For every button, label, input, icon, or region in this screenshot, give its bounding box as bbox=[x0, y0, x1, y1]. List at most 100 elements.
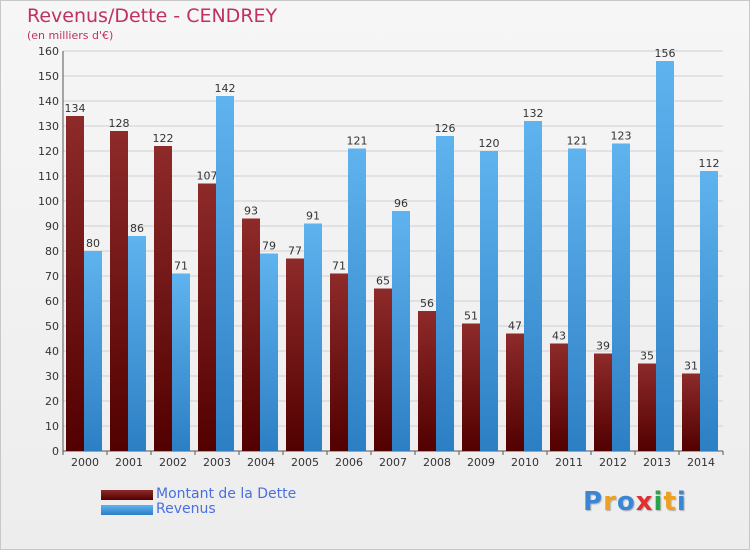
bar-dette-2008 bbox=[418, 311, 436, 451]
bar-revenus-2007 bbox=[392, 211, 410, 451]
bar-dette-2006 bbox=[330, 273, 348, 451]
bar-revenus-2012 bbox=[612, 143, 630, 451]
y-tick-label-20: 20 bbox=[45, 395, 59, 408]
chart-title: Revenus/Dette - CENDREY bbox=[27, 5, 278, 27]
x-tick-label-2004: 2004 bbox=[247, 456, 275, 469]
bar-revenus-2014 bbox=[700, 171, 718, 451]
bar-dette-2014 bbox=[682, 373, 700, 451]
legend-item-dette: Montant de la Dette bbox=[101, 487, 296, 502]
x-tick-label-2007: 2007 bbox=[379, 456, 407, 469]
data-label-dette-2007: 65 bbox=[376, 275, 390, 288]
y-tick-label-0: 0 bbox=[52, 445, 59, 458]
logo-letter: t bbox=[663, 487, 677, 517]
data-label-dette-2012: 39 bbox=[596, 340, 610, 353]
bar-dette-2003 bbox=[198, 183, 216, 451]
data-label-revenus-2009: 120 bbox=[479, 137, 500, 150]
logo-letter: i bbox=[653, 487, 664, 517]
data-label-revenus-2003: 142 bbox=[215, 82, 236, 95]
legend-swatch-dette bbox=[101, 489, 153, 500]
x-tick-label-2010: 2010 bbox=[511, 456, 539, 469]
data-label-revenus-2004: 79 bbox=[262, 240, 276, 253]
y-tick-label-120: 120 bbox=[38, 145, 59, 158]
data-label-revenus-2000: 80 bbox=[86, 237, 100, 250]
bar-dette-2005 bbox=[286, 258, 304, 451]
data-label-dette-2005: 77 bbox=[288, 245, 302, 258]
y-tick-label-110: 110 bbox=[38, 170, 59, 183]
x-tick-label-2003: 2003 bbox=[203, 456, 231, 469]
bar-revenus-2013 bbox=[656, 61, 674, 451]
data-label-revenus-2002: 71 bbox=[174, 260, 188, 273]
legend-swatch-revenus bbox=[101, 504, 153, 515]
y-tick-label-30: 30 bbox=[45, 370, 59, 383]
y-tick-label-40: 40 bbox=[45, 345, 59, 358]
y-tick-label-80: 80 bbox=[45, 245, 59, 258]
data-label-dette-2009: 51 bbox=[464, 310, 478, 323]
legend-label-dette: Montant de la Dette bbox=[156, 486, 297, 502]
data-label-revenus-2012: 123 bbox=[611, 130, 632, 143]
data-label-dette-2000: 134 bbox=[65, 102, 86, 115]
bar-revenus-2004 bbox=[260, 253, 278, 451]
data-label-revenus-2006: 121 bbox=[347, 135, 368, 148]
bar-dette-2011 bbox=[550, 343, 568, 451]
x-tick-label-2009: 2009 bbox=[467, 456, 495, 469]
y-tick-label-160: 160 bbox=[38, 45, 59, 58]
x-tick-label-2001: 2001 bbox=[115, 456, 143, 469]
y-tick-label-130: 130 bbox=[38, 120, 59, 133]
legend-label-revenus: Revenus bbox=[156, 501, 216, 517]
y-tick-label-10: 10 bbox=[45, 420, 59, 433]
logo-letter: o bbox=[616, 487, 636, 517]
bar-revenus-2006 bbox=[348, 148, 366, 451]
data-label-dette-2002: 122 bbox=[153, 132, 174, 145]
data-label-revenus-2014: 112 bbox=[699, 157, 720, 170]
data-label-revenus-2011: 121 bbox=[567, 135, 588, 148]
bar-revenus-2008 bbox=[436, 136, 454, 451]
data-label-dette-2011: 43 bbox=[552, 330, 566, 343]
bar-dette-2004 bbox=[242, 218, 260, 451]
legend-item-revenus: Revenus bbox=[101, 502, 296, 517]
bar-dette-2010 bbox=[506, 333, 524, 451]
x-tick-label-2006: 2006 bbox=[335, 456, 363, 469]
bar-dette-2013 bbox=[638, 363, 656, 451]
bar-revenus-2005 bbox=[304, 223, 322, 451]
data-label-dette-2014: 31 bbox=[684, 360, 698, 373]
bar-dette-2000 bbox=[66, 116, 84, 451]
legend: Montant de la Dette Revenus bbox=[101, 487, 296, 517]
x-tick-label-2002: 2002 bbox=[159, 456, 187, 469]
bar-revenus-2001 bbox=[128, 236, 146, 451]
y-tick-label-100: 100 bbox=[38, 195, 59, 208]
bar-dette-2009 bbox=[462, 323, 480, 451]
chart-subtitle: (en milliers d'€) bbox=[27, 29, 114, 42]
data-label-revenus-2001: 86 bbox=[130, 222, 144, 235]
bar-dette-2002 bbox=[154, 146, 172, 451]
y-tick-label-50: 50 bbox=[45, 320, 59, 333]
x-tick-label-2014: 2014 bbox=[687, 456, 715, 469]
logo-letter: P bbox=[583, 487, 604, 517]
data-label-dette-2013: 35 bbox=[640, 350, 654, 363]
data-label-dette-2008: 56 bbox=[420, 297, 434, 310]
data-label-revenus-2007: 96 bbox=[394, 197, 408, 210]
x-tick-label-2008: 2008 bbox=[423, 456, 451, 469]
bar-revenus-2011 bbox=[568, 148, 586, 451]
y-tick-label-140: 140 bbox=[38, 95, 59, 108]
y-tick-label-70: 70 bbox=[45, 270, 59, 283]
logo-letter: r bbox=[603, 487, 617, 517]
bar-dette-2012 bbox=[594, 353, 612, 451]
x-tick-label-2013: 2013 bbox=[643, 456, 671, 469]
data-label-dette-2010: 47 bbox=[508, 320, 522, 333]
x-tick-label-2011: 2011 bbox=[555, 456, 583, 469]
data-label-dette-2003: 107 bbox=[197, 170, 218, 183]
data-label-revenus-2008: 126 bbox=[435, 122, 456, 135]
x-tick-label-2012: 2012 bbox=[599, 456, 627, 469]
bar-dette-2007 bbox=[374, 288, 392, 451]
data-label-dette-2004: 93 bbox=[244, 205, 258, 218]
logo-letter: x bbox=[635, 487, 654, 517]
x-tick-label-2005: 2005 bbox=[291, 456, 319, 469]
bar-dette-2001 bbox=[110, 131, 128, 451]
data-label-revenus-2005: 91 bbox=[306, 210, 320, 223]
bar-revenus-2009 bbox=[480, 151, 498, 451]
x-tick-label-2000: 2000 bbox=[71, 456, 99, 469]
y-tick-label-150: 150 bbox=[38, 70, 59, 83]
bar-revenus-2000 bbox=[84, 251, 102, 451]
